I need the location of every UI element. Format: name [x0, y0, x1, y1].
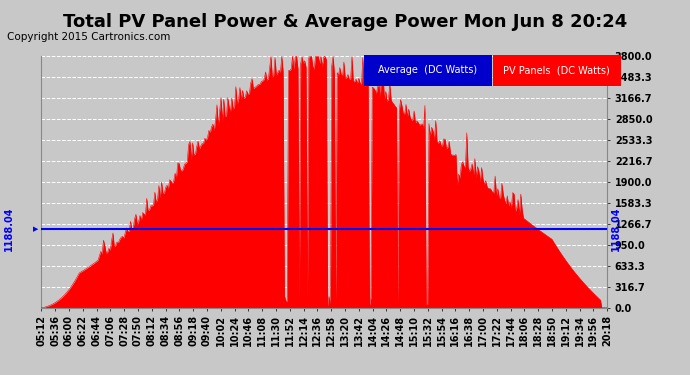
Text: Copyright 2015 Cartronics.com: Copyright 2015 Cartronics.com [7, 32, 170, 42]
Text: 1188.04: 1188.04 [611, 207, 620, 251]
Text: 1188.04: 1188.04 [4, 207, 14, 251]
Text: PV Panels  (DC Watts): PV Panels (DC Watts) [504, 66, 610, 75]
Text: Total PV Panel Power & Average Power Mon Jun 8 20:24: Total PV Panel Power & Average Power Mon… [63, 13, 627, 31]
Text: ▶: ▶ [33, 226, 39, 232]
Text: Average  (DC Watts): Average (DC Watts) [378, 66, 477, 75]
